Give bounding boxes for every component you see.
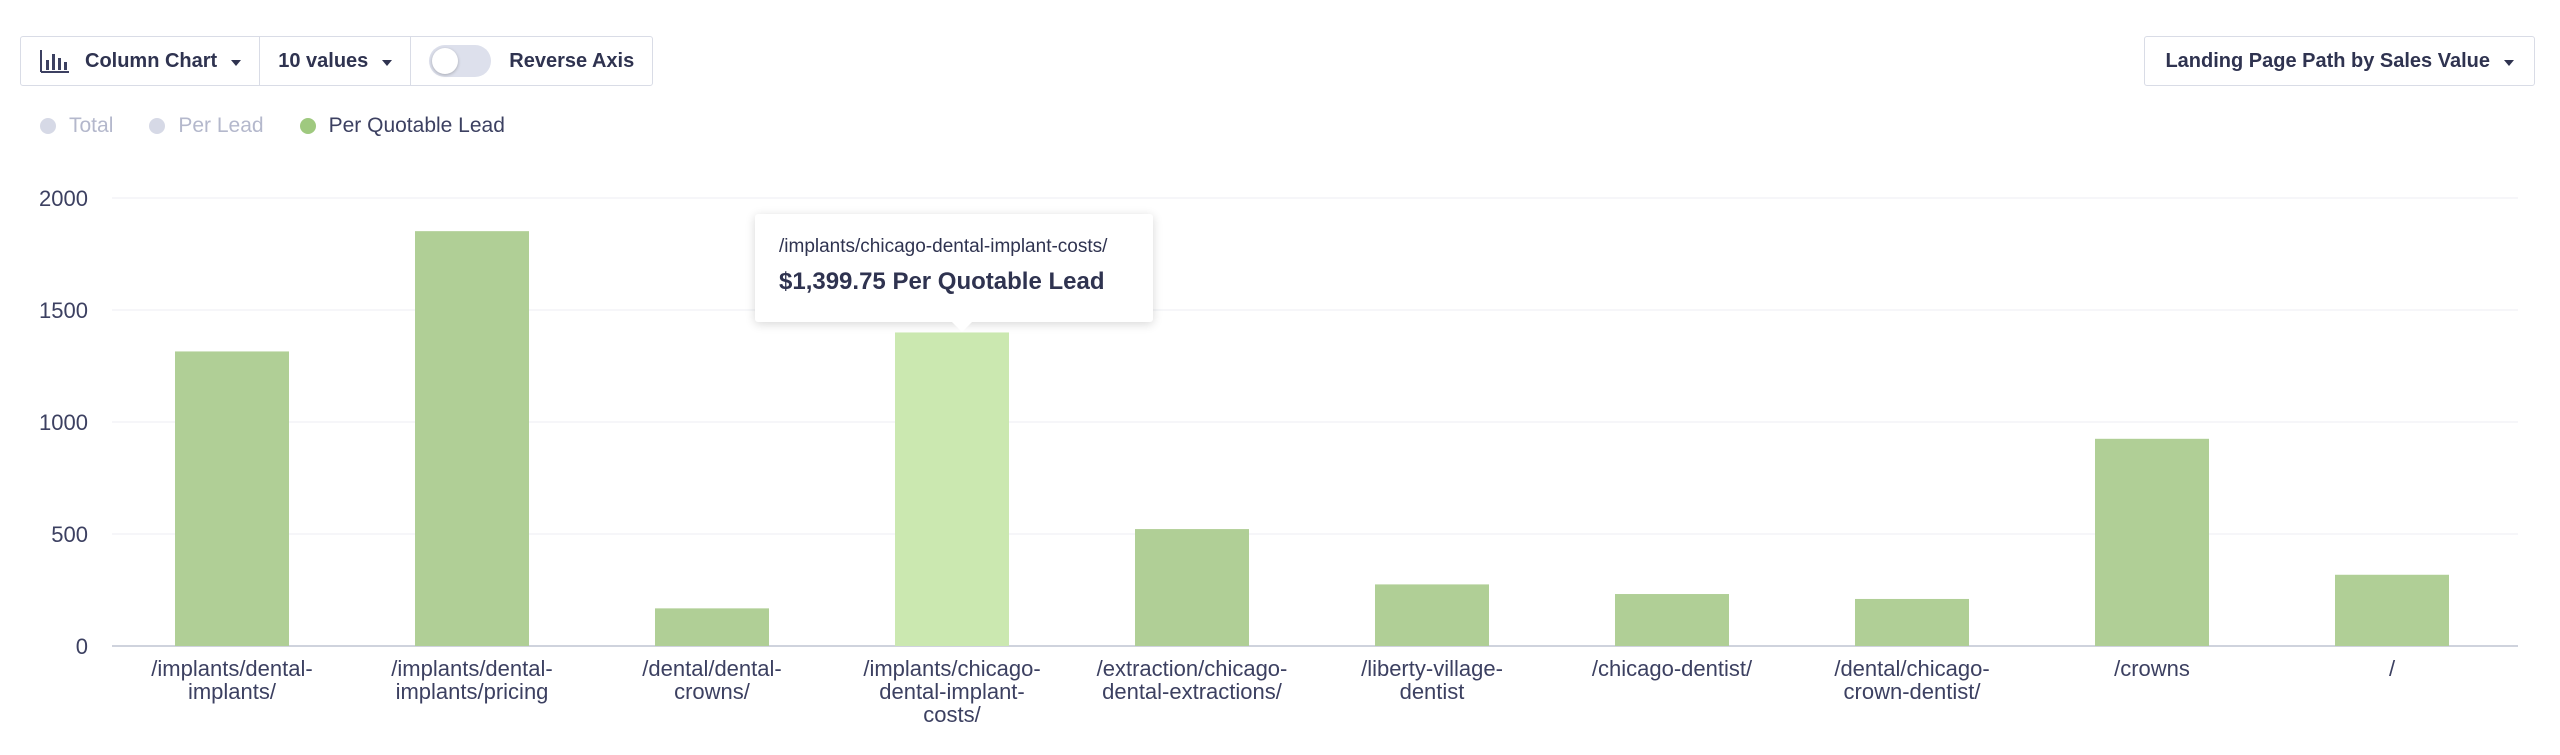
legend-dot — [149, 118, 166, 134]
bar[interactable] — [415, 231, 529, 647]
bar[interactable] — [1375, 584, 1489, 646]
group-by-select[interactable]: Landing Page Path by Sales Value — [2144, 36, 2535, 86]
bar[interactable] — [895, 332, 1009, 646]
y-tick-label: 500 — [51, 522, 88, 547]
chevron-down-icon — [2504, 60, 2514, 66]
x-tick-label: /implants/dental-implants/pricing — [391, 656, 552, 704]
legend-item-per-quotable-lead[interactable]: Per Quotable Lead — [299, 114, 505, 138]
reverse-axis-label: Reverse Axis — [509, 49, 635, 72]
group-by-label: Landing Page Path by Sales Value — [2165, 49, 2490, 72]
x-tick-label: /crowns — [2114, 656, 2190, 681]
bar[interactable] — [175, 351, 289, 646]
chart-type-label: Column Chart — [85, 49, 218, 72]
legend-label: Total — [69, 114, 114, 137]
y-tick-label: 1000 — [39, 410, 88, 435]
y-tick-label: 0 — [76, 634, 88, 659]
legend-dot — [40, 118, 56, 134]
legend-dot — [299, 118, 316, 134]
legend-label: Per Quotable Lead — [328, 114, 505, 137]
y-tick-label: 2000 — [39, 186, 88, 211]
tooltip-value: $1,399.75 Per Quotable Lead — [779, 268, 1105, 295]
reverse-axis-toggle-group[interactable]: Reverse Axis — [410, 37, 652, 85]
chart-tooltip: /implants/chicago-dental-implant-costs/ … — [755, 214, 1153, 332]
x-tick-label: /dental/dental-crowns/ — [642, 656, 781, 704]
bar[interactable] — [1135, 529, 1249, 646]
chart-legend: Total Per Lead Per Quotable Lead — [40, 114, 505, 138]
x-tick-label: /implants/dental-implants/ — [151, 656, 312, 704]
bar[interactable] — [1615, 594, 1729, 646]
chart-type-select[interactable]: Column Chart — [21, 37, 259, 85]
chart-toolbar: Column Chart 10 values Reverse Axis — [20, 36, 654, 86]
chevron-down-icon — [382, 60, 393, 66]
legend-item-per-lead[interactable]: Per Lead — [149, 114, 264, 138]
legend-label: Per Lead — [178, 114, 264, 137]
values-count-select[interactable]: 10 values — [259, 37, 410, 85]
bar[interactable] — [1855, 598, 1969, 646]
x-tick-label: /implants/chicago-dental-implant-costs/ — [863, 656, 1040, 727]
chevron-down-icon — [231, 60, 242, 66]
x-tick-label: /extraction/chicago-dental-extractions/ — [1097, 656, 1288, 704]
bar[interactable] — [2335, 574, 2449, 646]
bar[interactable] — [2095, 438, 2209, 646]
x-tick-label: /liberty-village-dentist — [1361, 656, 1503, 704]
reverse-axis-toggle[interactable] — [429, 45, 492, 77]
x-tick-label: /chicago-dentist/ — [1592, 656, 1753, 681]
x-tick-label: / — [2389, 656, 2396, 681]
x-tick-label: /dental/chicago-crown-dentist/ — [1834, 656, 1989, 704]
legend-item-total[interactable]: Total — [40, 114, 113, 138]
values-count-label: 10 values — [278, 49, 369, 72]
toggle-knob — [432, 48, 459, 74]
y-tick-label: 1500 — [39, 298, 88, 323]
column-chart-icon — [40, 50, 69, 73]
bar[interactable] — [655, 608, 769, 646]
tooltip-path: /implants/chicago-dental-implant-costs/ — [779, 236, 1108, 257]
